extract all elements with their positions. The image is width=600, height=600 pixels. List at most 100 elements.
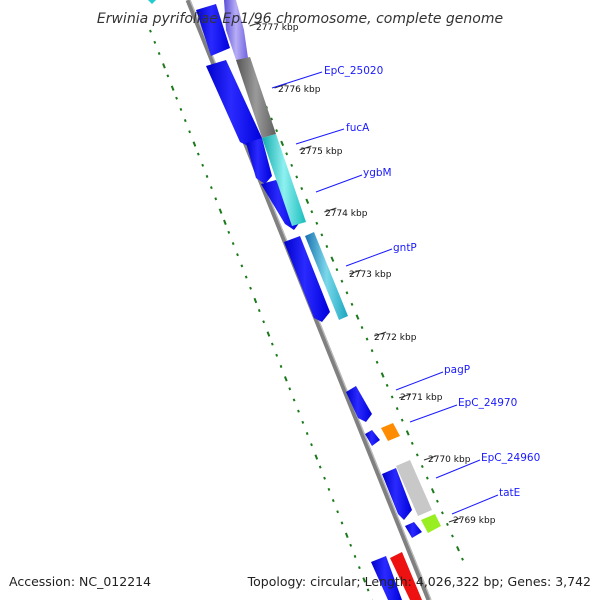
gc-dot xyxy=(390,395,394,399)
gc-dot xyxy=(183,119,187,123)
gc-dot xyxy=(358,566,361,570)
gc-dot xyxy=(249,286,252,290)
gene-label-gntP: gntP xyxy=(393,242,417,254)
gc-dot xyxy=(227,230,231,234)
tick-mark xyxy=(249,21,262,27)
category-features xyxy=(148,0,441,600)
gc-dot xyxy=(420,464,424,469)
purple-block xyxy=(224,0,248,60)
gc-dot xyxy=(288,387,292,391)
gc-dot xyxy=(362,577,367,583)
gc-dot xyxy=(162,63,166,69)
cds-arrow xyxy=(196,4,230,56)
gc-dot xyxy=(236,253,239,257)
gc-dot xyxy=(380,372,385,378)
tick-mark xyxy=(373,331,387,337)
gc-dot xyxy=(210,186,213,190)
red-block xyxy=(390,552,422,600)
tick-mark xyxy=(423,455,437,461)
gc-dot xyxy=(355,314,360,320)
gc-dot xyxy=(385,383,389,387)
gc-dot xyxy=(344,532,349,538)
gc-dot xyxy=(327,487,331,491)
gc-dot xyxy=(295,175,299,179)
gc-dot xyxy=(336,510,340,514)
gc-dot xyxy=(257,309,261,313)
gc-dot xyxy=(310,443,313,447)
gc-dot xyxy=(301,420,305,424)
gene-label-EpC_25020: EpC_25020 xyxy=(324,65,383,77)
gc-dot xyxy=(153,40,157,44)
gc-dot xyxy=(415,453,419,457)
gene-label-EpC_24970: EpC_24970 xyxy=(458,397,517,409)
cyan-block xyxy=(262,134,306,226)
gc-dot xyxy=(266,331,271,337)
tick-label-2776: 2776 kbp xyxy=(278,85,321,95)
cds-arrow xyxy=(382,468,412,520)
gc-dot xyxy=(284,376,288,382)
tick-label-2777: 2777 kbp xyxy=(256,23,299,33)
tick-mark xyxy=(324,207,337,213)
gc-dot xyxy=(330,256,335,262)
tick-mark xyxy=(299,145,312,151)
tick-label-2769: 2769 kbp xyxy=(453,516,496,526)
gene-label-ygbM: ygbM xyxy=(363,167,392,179)
gc-dot xyxy=(405,430,410,436)
gc-dot xyxy=(279,364,283,368)
gc-dot xyxy=(196,152,200,156)
tick-label-2770: 2770 kbp xyxy=(428,455,471,465)
gc-dot xyxy=(435,499,439,503)
gc-dot xyxy=(375,360,379,364)
gc-skew-track xyxy=(149,29,374,600)
cds-arrow xyxy=(405,522,422,538)
gc-dot xyxy=(335,268,339,272)
tick-label-2775: 2775 kbp xyxy=(300,147,343,157)
gc-dot xyxy=(365,337,369,341)
gc-dot xyxy=(170,85,175,91)
gc-dot xyxy=(461,557,464,561)
gc-dot xyxy=(290,163,294,167)
gc-dot xyxy=(323,476,326,480)
gc-dot xyxy=(179,107,183,111)
gc-dot xyxy=(231,241,235,246)
gc-dot xyxy=(350,302,354,306)
gc-dot xyxy=(315,221,319,225)
gc-dot xyxy=(325,244,329,249)
gc-dot xyxy=(310,210,314,214)
gc-dot xyxy=(300,186,304,191)
gc-dot xyxy=(275,353,279,357)
map-title: Erwinia pyrifoliae Ep1/96 chromosome, co… xyxy=(97,11,503,27)
gc-dot xyxy=(240,264,244,268)
gc-dot xyxy=(395,407,399,411)
cyan-tip xyxy=(148,0,156,4)
gc-dot xyxy=(400,418,404,422)
gc-dot xyxy=(175,96,178,100)
gc-dot xyxy=(297,409,300,413)
gc-dot xyxy=(360,325,364,330)
gene-label-tatE: tatE xyxy=(499,487,520,499)
gc-dot xyxy=(166,74,170,78)
gc-dot xyxy=(320,233,324,237)
tick-marks xyxy=(249,21,462,523)
gc-dot xyxy=(340,521,344,525)
orange-block xyxy=(381,423,400,441)
gc-dot xyxy=(270,117,274,121)
cds-arrow xyxy=(346,386,372,422)
tick-mark xyxy=(448,517,462,523)
gc-dot xyxy=(244,275,248,279)
gc-dot xyxy=(270,342,274,346)
tick-mark xyxy=(398,393,412,399)
gc-dot xyxy=(262,320,266,324)
summary-text: Topology: circular; Length: 4,026,322 bp… xyxy=(247,574,591,589)
gc-dot xyxy=(157,51,161,56)
gc-dot xyxy=(218,208,223,214)
gene-labels: EpC_25020 fucA ygbM gntP pagP EpC_24970 … xyxy=(324,65,540,499)
gc-dot xyxy=(223,219,227,226)
tick-label-2771: 2771 kbp xyxy=(400,393,443,403)
gc-content-track xyxy=(245,59,464,561)
tick-label-2773: 2773 kbp xyxy=(349,270,392,280)
tick-mark xyxy=(274,83,287,89)
accession-text: Accession: NC_012214 xyxy=(9,574,151,589)
cyan-stripe-block xyxy=(305,232,348,320)
